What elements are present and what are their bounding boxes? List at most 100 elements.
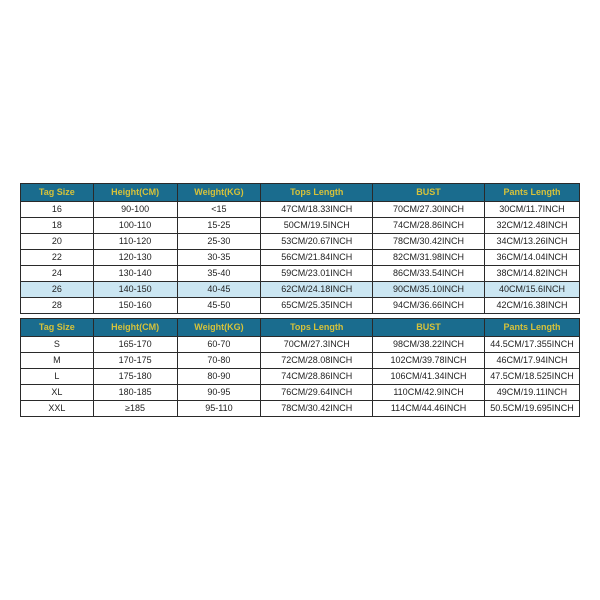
table-cell: 45-50 — [177, 298, 261, 314]
table-cell: 94CM/36.66INCH — [373, 298, 485, 314]
table-row: 26140-15040-4562CM/24.18INCH90CM/35.10IN… — [21, 282, 580, 298]
table-cell: 38CM/14.82INCH — [484, 266, 579, 282]
table-cell: 56CM/21.84INCH — [261, 250, 373, 266]
table-cell: M — [21, 353, 94, 369]
table-cell: 24 — [21, 266, 94, 282]
table-cell: 175-180 — [93, 369, 177, 385]
table-cell: 49CM/19.11INCH — [484, 385, 579, 401]
table-cell: 26 — [21, 282, 94, 298]
table-row: 20110-12025-3053CM/20.67INCH78CM/30.42IN… — [21, 234, 580, 250]
column-header: Tops Length — [261, 319, 373, 337]
table-row: 18100-11015-2550CM/19.5INCH74CM/28.86INC… — [21, 218, 580, 234]
table-cell: 165-170 — [93, 337, 177, 353]
table-cell: 42CM/16.38INCH — [484, 298, 579, 314]
table-cell: S — [21, 337, 94, 353]
table-cell: 46CM/17.94INCH — [484, 353, 579, 369]
table-cell: 34CM/13.26INCH — [484, 234, 579, 250]
table-cell: 106CM/41.34INCH — [373, 369, 485, 385]
table-cell: 59CM/23.01INCH — [261, 266, 373, 282]
table-row: L175-18080-9074CM/28.86INCH106CM/41.34IN… — [21, 369, 580, 385]
table-cell: 82CM/31.98INCH — [373, 250, 485, 266]
kids-size-table: Tag SizeHeight(CM)Weight(KG)Tops LengthB… — [20, 183, 580, 314]
table-cell: XXL — [21, 401, 94, 417]
column-header: Weight(KG) — [177, 184, 261, 202]
table-row: M170-17570-8072CM/28.08INCH102CM/39.78IN… — [21, 353, 580, 369]
table-cell: 102CM/39.78INCH — [373, 353, 485, 369]
table-cell: 28 — [21, 298, 94, 314]
table-cell: 114CM/44.46INCH — [373, 401, 485, 417]
column-header: Tag Size — [21, 319, 94, 337]
table-cell: 53CM/20.67INCH — [261, 234, 373, 250]
table-header-row: Tag SizeHeight(CM)Weight(KG)Tops LengthB… — [21, 319, 580, 337]
table-cell: 140-150 — [93, 282, 177, 298]
table-cell: 44.5CM/17.355INCH — [484, 337, 579, 353]
table-row: 28150-16045-5065CM/25.35INCH94CM/36.66IN… — [21, 298, 580, 314]
size-chart-sheet: Tag SizeHeight(CM)Weight(KG)Tops LengthB… — [0, 0, 600, 600]
table-cell: L — [21, 369, 94, 385]
table-cell: 20 — [21, 234, 94, 250]
column-header: Pants Length — [484, 319, 579, 337]
table-cell: 70-80 — [177, 353, 261, 369]
column-header: BUST — [373, 184, 485, 202]
table-cell: 74CM/28.86INCH — [261, 369, 373, 385]
table-cell: 22 — [21, 250, 94, 266]
table-cell: 47CM/18.33INCH — [261, 202, 373, 218]
table-cell: <15 — [177, 202, 261, 218]
table-cell: 65CM/25.35INCH — [261, 298, 373, 314]
table-row: S165-17060-7070CM/27.3INCH98CM/38.22INCH… — [21, 337, 580, 353]
table-cell: 47.5CM/18.525INCH — [484, 369, 579, 385]
table-cell: 72CM/28.08INCH — [261, 353, 373, 369]
column-header: Tag Size — [21, 184, 94, 202]
table-cell: 16 — [21, 202, 94, 218]
adult-size-table: Tag SizeHeight(CM)Weight(KG)Tops LengthB… — [20, 318, 580, 417]
table-cell: 76CM/29.64INCH — [261, 385, 373, 401]
table-cell: 60-70 — [177, 337, 261, 353]
table-cell: 78CM/30.42INCH — [373, 234, 485, 250]
table-cell: XL — [21, 385, 94, 401]
table-cell: 170-175 — [93, 353, 177, 369]
table-cell: 32CM/12.48INCH — [484, 218, 579, 234]
table-cell: 30CM/11.7INCH — [484, 202, 579, 218]
column-header: Height(CM) — [93, 184, 177, 202]
table-row: 1690-100<1547CM/18.33INCH70CM/27.30INCH3… — [21, 202, 580, 218]
table-cell: 86CM/33.54INCH — [373, 266, 485, 282]
table-cell: 70CM/27.3INCH — [261, 337, 373, 353]
table-cell: 70CM/27.30INCH — [373, 202, 485, 218]
table-cell: 35-40 — [177, 266, 261, 282]
table-row: 22120-13030-3556CM/21.84INCH82CM/31.98IN… — [21, 250, 580, 266]
table-cell: 95-110 — [177, 401, 261, 417]
table-cell: 110-120 — [93, 234, 177, 250]
table-cell: 74CM/28.86INCH — [373, 218, 485, 234]
table-cell: 90-95 — [177, 385, 261, 401]
column-header: Weight(KG) — [177, 319, 261, 337]
table-cell: 110CM/42.9INCH — [373, 385, 485, 401]
table-cell: 50.5CM/19.695INCH — [484, 401, 579, 417]
table-cell: 36CM/14.04INCH — [484, 250, 579, 266]
table-cell: 18 — [21, 218, 94, 234]
table-cell: 80-90 — [177, 369, 261, 385]
table-cell: 90CM/35.10INCH — [373, 282, 485, 298]
table-cell: 40CM/15.6INCH — [484, 282, 579, 298]
table-cell: 90-100 — [93, 202, 177, 218]
column-header: Pants Length — [484, 184, 579, 202]
table-row: XL180-18590-9576CM/29.64INCH110CM/42.9IN… — [21, 385, 580, 401]
table-cell: 62CM/24.18INCH — [261, 282, 373, 298]
table-cell: 150-160 — [93, 298, 177, 314]
table-cell: 130-140 — [93, 266, 177, 282]
table-cell: 120-130 — [93, 250, 177, 266]
table-cell: 100-110 — [93, 218, 177, 234]
table-row: XXL≥18595-11078CM/30.42INCH114CM/44.46IN… — [21, 401, 580, 417]
table-cell: 30-35 — [177, 250, 261, 266]
table-cell: ≥185 — [93, 401, 177, 417]
column-header: Height(CM) — [93, 319, 177, 337]
column-header: Tops Length — [261, 184, 373, 202]
table-cell: 98CM/38.22INCH — [373, 337, 485, 353]
table-cell: 25-30 — [177, 234, 261, 250]
table-row: 24130-14035-4059CM/23.01INCH86CM/33.54IN… — [21, 266, 580, 282]
table-cell: 40-45 — [177, 282, 261, 298]
column-header: BUST — [373, 319, 485, 337]
table-header-row: Tag SizeHeight(CM)Weight(KG)Tops LengthB… — [21, 184, 580, 202]
table-cell: 78CM/30.42INCH — [261, 401, 373, 417]
table-cell: 50CM/19.5INCH — [261, 218, 373, 234]
table-cell: 180-185 — [93, 385, 177, 401]
